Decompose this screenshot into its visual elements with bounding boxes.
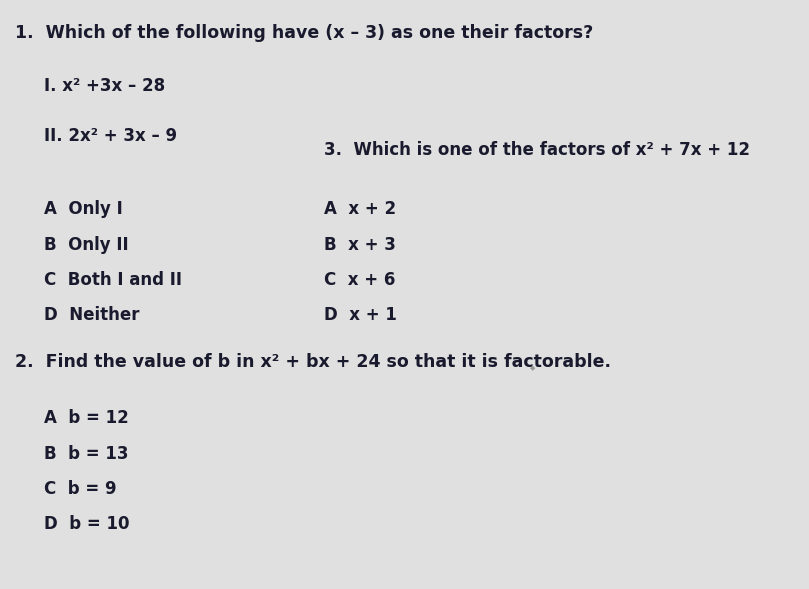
- Text: B  x + 3: B x + 3: [324, 236, 396, 254]
- Text: 3.  Which is one of the factors of x² + 7x + 12: 3. Which is one of the factors of x² + 7…: [324, 141, 750, 160]
- Text: II. 2x² + 3x – 9: II. 2x² + 3x – 9: [44, 127, 178, 145]
- Text: 2.  Find the value of b in x² + bx + 24 so that it is factorable.: 2. Find the value of b in x² + bx + 24 s…: [15, 353, 611, 372]
- Text: D  b = 10: D b = 10: [44, 515, 130, 534]
- Text: D  x + 1: D x + 1: [324, 306, 396, 325]
- Text: B  b = 13: B b = 13: [44, 445, 129, 463]
- Text: B  Only II: B Only II: [44, 236, 129, 254]
- Text: C  x + 6: C x + 6: [324, 271, 395, 289]
- Text: C  b = 9: C b = 9: [44, 480, 117, 498]
- Text: C  Both I and II: C Both I and II: [44, 271, 183, 289]
- Text: A  b = 12: A b = 12: [44, 409, 129, 428]
- Text: D  Neither: D Neither: [44, 306, 140, 325]
- Text: A  x + 2: A x + 2: [324, 200, 396, 219]
- Text: 1.  Which of the following have (x – 3) as one their factors?: 1. Which of the following have (x – 3) a…: [15, 24, 593, 42]
- Text: ◆: ◆: [530, 365, 536, 371]
- Text: A  Only I: A Only I: [44, 200, 123, 219]
- Text: I. x² +3x – 28: I. x² +3x – 28: [44, 77, 166, 95]
